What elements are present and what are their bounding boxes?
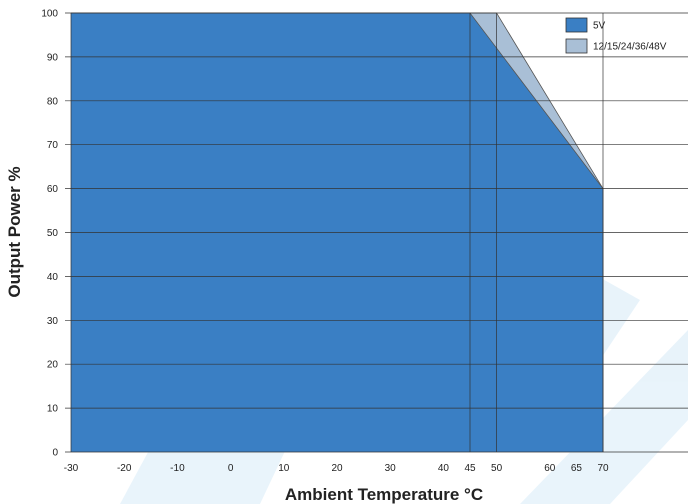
y-tick-label: 70 (47, 140, 59, 151)
x-tick-label: 0 (228, 463, 234, 474)
y-tick-label: 30 (47, 316, 59, 327)
y-tick-label: 80 (47, 96, 59, 107)
legend-swatch (565, 17, 588, 33)
y-tick-label: 40 (47, 272, 59, 283)
y-tick-label: 0 (52, 448, 58, 459)
y-tick-label: 50 (47, 228, 59, 239)
y-axis-title: Output Power % (5, 166, 24, 297)
y-tick-label: 60 (47, 184, 59, 195)
legend-swatch (565, 38, 588, 54)
y-tick-label: 10 (47, 404, 59, 415)
legend-label: 12/15/24/36/48V (593, 42, 667, 53)
x-tick-label: 60 (544, 463, 556, 474)
x-axis-title: Ambient Temperature °C (285, 485, 483, 504)
y-tick-labels: 0 10 20 30 40 50 60 70 80 90 100 (41, 9, 58, 459)
x-tick-label: 50 (491, 463, 503, 474)
legend-label: 5V (593, 21, 606, 32)
x-tick-label: -30 (64, 463, 79, 474)
x-tick-labels: -30 -20 -10 0 10 20 30 40 45 50 60 65 70 (64, 463, 609, 474)
x-tick-label: 70 (597, 463, 609, 474)
x-tick-label: 30 (385, 463, 397, 474)
y-tick-label: 90 (47, 52, 59, 63)
x-tick-label: 20 (331, 463, 343, 474)
y-tick-label: 20 (47, 360, 59, 371)
x-tick-label: 40 (438, 463, 450, 474)
x-tick-label: -10 (170, 463, 185, 474)
x-tick-label: 65 (571, 463, 583, 474)
x-tick-label: 10 (278, 463, 290, 474)
legend: 5V 12/15/24/36/48V (565, 17, 667, 54)
x-tick-label: -20 (117, 463, 132, 474)
x-tick-label: 45 (464, 463, 476, 474)
grid-lines (65, 12, 688, 453)
y-tick-label: 100 (41, 9, 58, 20)
